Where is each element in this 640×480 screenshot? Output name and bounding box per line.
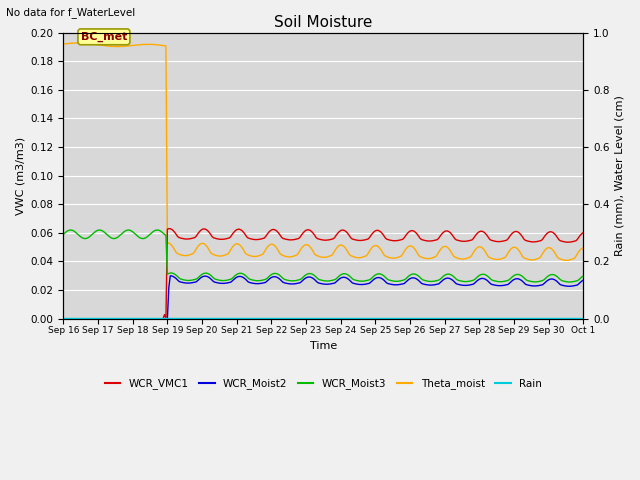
- Y-axis label: VWC (m3/m3): VWC (m3/m3): [15, 137, 25, 215]
- Text: No data for f_WaterLevel: No data for f_WaterLevel: [6, 7, 136, 18]
- Text: BC_met: BC_met: [81, 32, 127, 42]
- Legend: WCR_VMC1, WCR_Moist2, WCR_Moist3, Theta_moist, Rain: WCR_VMC1, WCR_Moist2, WCR_Moist3, Theta_…: [100, 374, 546, 394]
- X-axis label: Time: Time: [310, 341, 337, 351]
- Y-axis label: Rain (mm), Water Level (cm): Rain (mm), Water Level (cm): [615, 95, 625, 256]
- Title: Soil Moisture: Soil Moisture: [274, 15, 372, 30]
